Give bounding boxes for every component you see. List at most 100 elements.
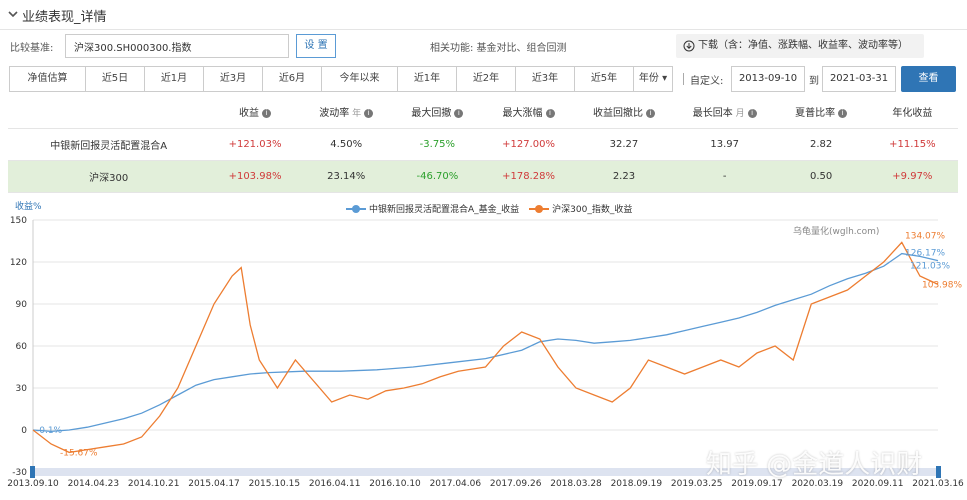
download-button[interactable]: 下载（含：净值、涨跌幅、收益率、波动率等） bbox=[676, 34, 924, 58]
query-button[interactable]: 查看 bbox=[901, 66, 956, 92]
table-row: 沪深300 +103.98% 23.14% -46.70% +178.28% 2.23-0… bbox=[8, 160, 958, 193]
end-date-input[interactable]: 2021-03-31 bbox=[822, 66, 896, 92]
fund-end-label: 121.03% bbox=[910, 262, 950, 272]
index-line bbox=[32, 241, 939, 454]
table-cell: -46.70% bbox=[391, 160, 483, 193]
table-cell: +121.03% bbox=[209, 128, 301, 161]
x-tick-label: 2015.04.17 bbox=[188, 479, 240, 489]
table-cell: 23.14% bbox=[300, 160, 392, 193]
x-tick-label: 2021.03.16 bbox=[912, 479, 964, 489]
x-tick-label: 2018.09.19 bbox=[611, 479, 663, 489]
range-tab[interactable]: 近2年 bbox=[456, 66, 516, 92]
table-cell: +103.98% bbox=[209, 160, 301, 193]
row-name: 中银新回报灵活配置混合A bbox=[8, 128, 210, 161]
info-icon[interactable]: i bbox=[454, 108, 464, 118]
time-slider bbox=[33, 468, 938, 476]
x-tick-label: 2019.09.17 bbox=[731, 479, 783, 489]
table-header-row: 收益 i 波动率 年 i 最大回撤 i 最大涨幅 i 收益回撤比 i 最长回本 月 i 夏普比率 i 年化收… bbox=[8, 96, 958, 129]
range-tab[interactable]: 年份 ▾ bbox=[633, 66, 673, 92]
x-tick-label: 2019.03.25 bbox=[671, 479, 723, 489]
legend-item-index[interactable]: 沪深300_指数_收益 bbox=[529, 202, 632, 215]
column-header[interactable]: 最大回撤 i bbox=[391, 96, 483, 129]
source-watermark: 乌龟量化(wglh.com) bbox=[793, 227, 880, 237]
x-tick-label: 2017.04.06 bbox=[430, 479, 482, 489]
benchmark-input[interactable]: 沪深300.SH000300.指数 bbox=[65, 34, 289, 58]
table-cell: +127.00% bbox=[482, 128, 575, 161]
range-tab[interactable]: 近1月 bbox=[144, 66, 204, 92]
table-cell: - bbox=[673, 160, 776, 193]
slider-handle bbox=[30, 466, 35, 478]
y-tick-label: 120 bbox=[10, 258, 27, 268]
set-button[interactable]: 设 置 bbox=[296, 34, 336, 58]
returns-chart: 收益% 中银新回报灵活配置混合A_基金_收益 沪深300_指数_收益 乌龟量化(… bbox=[0, 196, 967, 500]
range-tab[interactable]: 近3月 bbox=[203, 66, 263, 92]
range-tab[interactable]: 今年以来 bbox=[321, 66, 398, 92]
to-label: 到 bbox=[809, 76, 819, 87]
column-header[interactable]: 夏普比率 i bbox=[775, 96, 867, 129]
range-tab[interactable]: 净值估算 bbox=[9, 66, 86, 92]
range-tab[interactable]: 近5年 bbox=[574, 66, 634, 92]
fund-line bbox=[32, 252, 939, 433]
x-tick-label: 2016.04.11 bbox=[309, 479, 361, 489]
chart-svg: -30 0 30 60 90 120 150 2013.09.10 2014.04.23 2014… bbox=[7, 216, 964, 489]
info-icon[interactable]: i bbox=[645, 108, 655, 118]
table-cell: 32.27 bbox=[574, 128, 674, 161]
range-tab[interactable]: 近1年 bbox=[397, 66, 457, 92]
table-cell: 2.23 bbox=[574, 160, 674, 193]
download-label: 下载（含：净值、涨跌幅、收益率、波动率等） bbox=[698, 40, 908, 51]
index-end-label: 103.98% bbox=[922, 280, 962, 290]
table-cell: 13.97 bbox=[673, 128, 776, 161]
x-tick-label: 2020.09.11 bbox=[852, 479, 904, 489]
info-icon[interactable]: i bbox=[747, 108, 757, 118]
slider-handle bbox=[936, 466, 941, 478]
column-header[interactable]: 年化收益 bbox=[866, 96, 958, 129]
y-tick-label: -30 bbox=[12, 468, 27, 478]
index-start-label: -15.67% bbox=[60, 448, 98, 458]
range-tab[interactable]: 近6月 bbox=[262, 66, 322, 92]
table-cell: 4.50% bbox=[300, 128, 392, 161]
legend-item-fund[interactable]: 中银新回报灵活配置混合A_基金_收益 bbox=[346, 202, 519, 215]
separator bbox=[683, 73, 684, 85]
table-cell: 0.50 bbox=[775, 160, 867, 193]
range-tab[interactable]: 近5日 bbox=[85, 66, 145, 92]
table-cell: +178.28% bbox=[482, 160, 575, 193]
benchmark-label: 比较基准: bbox=[10, 43, 54, 54]
y-tick-label: 0 bbox=[21, 426, 27, 436]
overlay-watermark: 知乎 @金道人识财 bbox=[706, 450, 923, 480]
chart-legend: 中银新回报灵活配置混合A_基金_收益 沪深300_指数_收益 bbox=[346, 202, 642, 215]
table-cell: +11.15% bbox=[866, 128, 958, 161]
info-icon[interactable]: i bbox=[838, 108, 848, 118]
range-tab[interactable]: 近3年 bbox=[515, 66, 575, 92]
chevron-down-icon[interactable] bbox=[7, 8, 19, 20]
section-title: 业绩表现_详情 bbox=[22, 10, 107, 25]
info-icon[interactable]: i bbox=[545, 108, 555, 118]
section-header: 业绩表现_详情 bbox=[0, 0, 967, 30]
fund-start-label: -0.1% bbox=[36, 426, 63, 436]
download-icon bbox=[683, 40, 695, 52]
related-functions[interactable]: 相关功能: 基金对比、组合回测 bbox=[430, 43, 567, 54]
x-tick-label: 2017.09.26 bbox=[490, 479, 542, 489]
benchmark-row: 比较基准: 沪深300.SH000300.指数 设 置 相关功能: 基金对比、组… bbox=[0, 32, 967, 60]
start-date-input[interactable]: 2013-09-10 bbox=[731, 66, 805, 92]
table-cell: -3.75% bbox=[391, 128, 483, 161]
y-tick-label: 90 bbox=[16, 300, 28, 310]
x-tick-label: 2016.10.10 bbox=[369, 479, 421, 489]
y-tick-label: 30 bbox=[16, 384, 28, 394]
fund-peak-label: 126.17% bbox=[905, 249, 945, 259]
range-tabs: 自定义: 2013-09-10 到 2021-03-31 查看 净值估算 近5日近… bbox=[0, 66, 967, 92]
info-icon[interactable]: i bbox=[364, 108, 374, 118]
row-name: 沪深300 bbox=[8, 160, 210, 193]
y-tick-label: 150 bbox=[10, 216, 27, 226]
y-axis-label: 收益% bbox=[15, 202, 42, 212]
column-header bbox=[8, 96, 210, 129]
column-header[interactable]: 最大涨幅 i bbox=[482, 96, 575, 129]
column-header[interactable]: 收益 i bbox=[209, 96, 301, 129]
x-tick-label: 2018.03.28 bbox=[550, 479, 602, 489]
x-tick-label: 2015.10.15 bbox=[249, 479, 301, 489]
table-row: 中银新回报灵活配置混合A +121.03% 4.50% -3.75% +127.00% 3… bbox=[8, 128, 958, 161]
info-icon[interactable]: i bbox=[262, 108, 272, 118]
x-tick-label: 2020.03.19 bbox=[792, 479, 844, 489]
column-header[interactable]: 收益回撤比 i bbox=[574, 96, 674, 129]
